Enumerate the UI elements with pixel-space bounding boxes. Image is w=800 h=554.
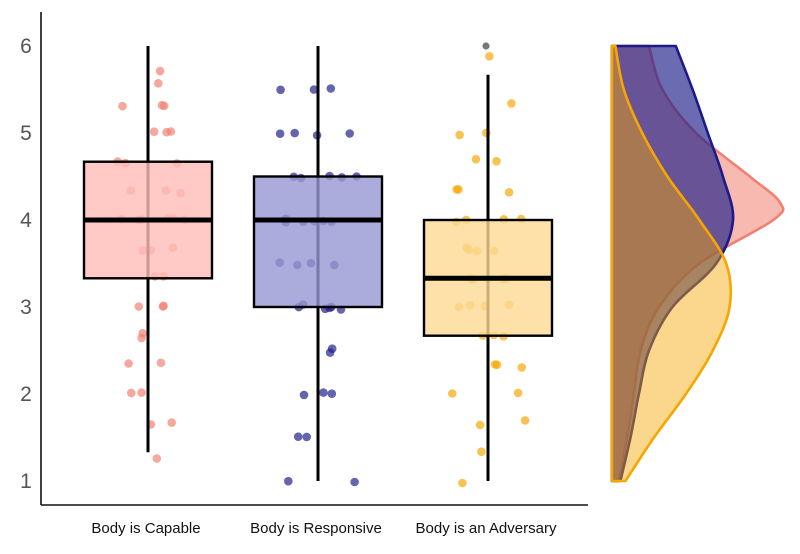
density-curve — [610, 44, 735, 483]
axes — [40, 12, 588, 506]
y-tick-label: 6 — [20, 35, 32, 58]
jitter-point — [471, 154, 481, 164]
jitter-point — [159, 301, 168, 311]
jitter-point — [327, 344, 337, 354]
jitter-point — [485, 52, 494, 61]
jitter-point — [345, 129, 355, 138]
jitter-point — [302, 432, 312, 442]
jitter-point — [299, 390, 309, 400]
jitter-point — [159, 101, 169, 111]
jitter-point — [326, 84, 336, 93]
x-category-label: Body is an Adversary — [416, 520, 557, 537]
jitter-point — [276, 85, 285, 95]
jitter-point — [134, 302, 144, 311]
jitter-point — [455, 130, 464, 140]
jitter-point — [448, 389, 457, 398]
y-tick-label: 1 — [20, 470, 32, 493]
density-panel — [610, 44, 785, 483]
jitter-point — [507, 99, 516, 108]
jitter-point — [492, 360, 502, 370]
y-tick-label: 3 — [20, 296, 32, 319]
boxplots — [82, 42, 554, 481]
jitter-point — [504, 188, 514, 197]
jitter-point — [167, 418, 176, 427]
jitter-point — [124, 359, 133, 368]
jitter-point — [138, 329, 147, 338]
outlier-point — [482, 42, 490, 50]
y-tick-label: 4 — [20, 209, 32, 232]
density-curve — [610, 44, 733, 483]
labels: 1 2 3 4 5 6 Body is Capable Body is Responsive B… — [20, 35, 557, 537]
jitter-point — [517, 363, 527, 372]
jitter-point — [309, 85, 319, 94]
jitter-point — [154, 79, 163, 88]
jitter-point — [156, 358, 166, 368]
jitter-point — [477, 447, 486, 457]
jitter-point — [275, 129, 285, 138]
jitter-point — [166, 127, 176, 136]
jitter-point — [293, 432, 303, 442]
jitter-point — [458, 478, 467, 488]
y-tick-label: 5 — [20, 122, 32, 145]
jitter-point — [513, 388, 523, 398]
jitter-point — [475, 420, 485, 430]
jitter-point — [127, 388, 136, 398]
jitter-point — [520, 416, 530, 425]
jitter-point — [137, 388, 146, 397]
jitter-point — [492, 156, 501, 166]
jitter-point — [350, 477, 359, 487]
jitter-point — [155, 66, 165, 76]
jitter-point — [284, 476, 293, 486]
jitter-point — [152, 454, 162, 463]
jitter-point — [149, 127, 159, 136]
box — [252, 175, 384, 309]
x-category-label: Body is Capable — [91, 520, 200, 537]
y-tick-label: 2 — [20, 383, 32, 406]
x-category-label: Body is Responsive — [250, 520, 382, 537]
jitter-point — [327, 389, 337, 399]
jitter-point — [319, 388, 328, 397]
jitter-point — [118, 101, 127, 111]
jitter-point — [454, 185, 463, 194]
jitter-point — [290, 128, 300, 138]
